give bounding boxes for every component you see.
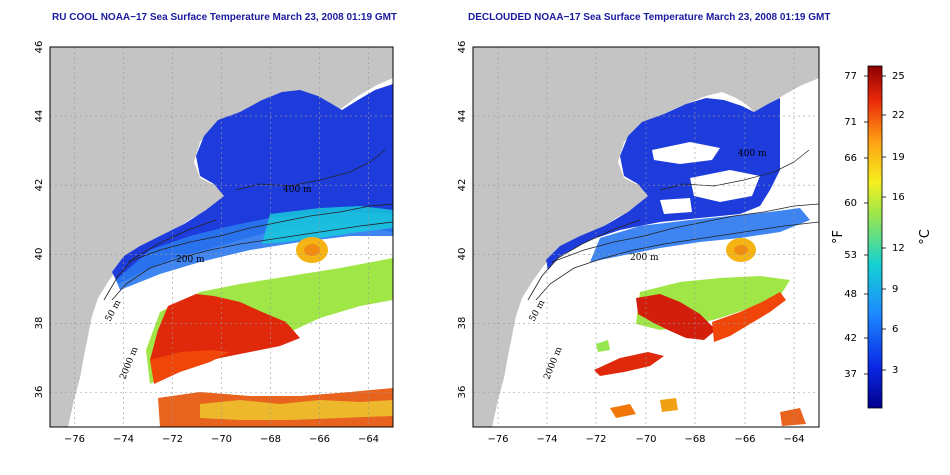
left-sst-south-yellow <box>200 400 393 420</box>
right-x-tick: −64 <box>783 434 804 445</box>
left-y-axis: 46 44 42 40 38 36 <box>34 41 45 399</box>
right-sst-green-patch <box>596 340 610 352</box>
left-x-tick: −72 <box>162 434 183 445</box>
left-land-mass <box>50 47 393 427</box>
right-cloud-gap-3 <box>660 198 692 214</box>
left-x-tick: −70 <box>211 434 232 445</box>
left-x-tick: −68 <box>260 434 281 445</box>
right-x-tick: −72 <box>585 434 606 445</box>
colorbar-fahrenheit-ticks: 77 71 66 60 53 48 42 37 <box>844 71 857 380</box>
left-x-axis: −76 −74 −72 −70 −68 −66 −64 <box>64 434 379 445</box>
left-sst-cyan-water <box>262 206 393 244</box>
left-y-tick: 36 <box>34 386 45 399</box>
right-sst-small-patch-3 <box>780 408 806 426</box>
right-y-tick: 44 <box>457 110 468 123</box>
left-panel-title: RU COOL NOAA−17 Sea Surface Temperature … <box>52 12 398 23</box>
celsius-tick: 19 <box>892 152 905 163</box>
right-y-tick: 38 <box>457 317 468 330</box>
right-grid <box>473 47 819 427</box>
right-contour-label-200m: 200 m <box>630 253 659 263</box>
right-contour-label-400m: 400 m <box>738 149 767 159</box>
right-sst-shelf-water <box>590 208 810 262</box>
left-grid <box>50 47 393 427</box>
left-map-panel: 400 m 200 m 50 m 2000 m −76 −74 −72 −70 … <box>34 41 394 445</box>
right-cloud-gap-2 <box>690 170 760 202</box>
right-50m-isobath <box>527 219 641 301</box>
right-map-panel: 400 m 200 m 50 m 2000 m −76 −74 −72 −70 … <box>457 41 820 445</box>
fahrenheit-tick: 37 <box>844 369 857 380</box>
right-y-tick: 40 <box>457 248 468 261</box>
fahrenheit-tick: 71 <box>844 117 857 128</box>
right-y-axis: 46 44 42 40 38 36 <box>457 41 468 399</box>
left-2000m-isobath <box>111 221 393 301</box>
left-x-tick: −74 <box>113 434 134 445</box>
right-x-tick: −74 <box>536 434 557 445</box>
fahrenheit-tick: 77 <box>844 71 857 82</box>
right-x-tick: −66 <box>734 434 755 445</box>
celsius-tick: 12 <box>892 243 905 254</box>
left-200m-isobath <box>127 203 393 263</box>
right-sst-gulf-stream <box>636 294 716 340</box>
celsius-unit-label: °C <box>918 229 933 245</box>
right-sst-small-patch-2 <box>660 398 678 412</box>
right-x-axis: −76 −74 −72 −70 −68 −66 −64 <box>487 434 804 445</box>
fahrenheit-tick: 66 <box>844 153 857 164</box>
right-y-tick: 36 <box>457 386 468 399</box>
celsius-tick: 25 <box>892 71 905 82</box>
right-panel-title: DECLOUDED NOAA−17 Sea Surface Temperatur… <box>468 12 831 23</box>
left-contour-label-200m: 200 m <box>176 255 205 265</box>
right-sst-south-patch <box>594 352 664 376</box>
left-y-tick: 46 <box>34 41 45 54</box>
left-map-border <box>49 46 394 428</box>
left-x-tick: −76 <box>64 434 85 445</box>
colorbar: 77 71 66 60 53 48 42 37 25 22 19 16 12 9 <box>831 65 933 409</box>
right-x-tick: −68 <box>684 434 705 445</box>
celsius-tick: 3 <box>892 365 898 376</box>
left-warm-eddy-core <box>304 244 320 256</box>
right-land-mass <box>473 47 819 427</box>
right-sst-gulf-stream-east <box>712 292 786 342</box>
fahrenheit-tick: 53 <box>844 250 857 261</box>
right-x-tick: −76 <box>487 434 508 445</box>
right-200m-isobath <box>551 203 819 263</box>
fahrenheit-tick: 60 <box>844 198 857 209</box>
left-50m-isobath <box>103 219 217 301</box>
colorbar-celsius-ticks: 25 22 19 16 12 9 6 3 <box>892 71 905 376</box>
fahrenheit-tick: 42 <box>844 333 857 344</box>
right-sst-cold-water <box>546 98 780 270</box>
left-x-tick: −66 <box>309 434 330 445</box>
celsius-tick: 22 <box>892 110 905 121</box>
colorbar-gradient <box>867 65 883 409</box>
right-y-tick: 42 <box>457 179 468 192</box>
right-sst-small-patch-1 <box>610 404 636 418</box>
fahrenheit-tick: 48 <box>844 289 857 300</box>
right-warm-eddy-core <box>734 245 748 255</box>
left-x-tick: −64 <box>358 434 379 445</box>
celsius-tick: 9 <box>892 284 898 295</box>
right-cloud-gap-1 <box>652 142 720 164</box>
left-contour-label-400m: 400 m <box>283 185 312 195</box>
celsius-tick: 16 <box>892 192 905 203</box>
left-sst-gulf-stream-south <box>150 350 230 384</box>
left-y-tick: 42 <box>34 179 45 192</box>
right-y-tick: 46 <box>457 41 468 54</box>
celsius-tick: 6 <box>892 324 898 335</box>
left-y-tick: 38 <box>34 317 45 330</box>
left-inner-contour <box>235 149 386 191</box>
left-sst-cold-water <box>112 84 393 284</box>
fahrenheit-unit-label: °F <box>831 230 846 244</box>
left-y-tick: 40 <box>34 248 45 261</box>
right-x-tick: −70 <box>635 434 656 445</box>
right-2000m-isobath <box>535 221 819 301</box>
colorbar-tick-marks <box>864 75 886 375</box>
left-y-tick: 44 <box>34 110 45 123</box>
right-map-border <box>472 46 820 428</box>
